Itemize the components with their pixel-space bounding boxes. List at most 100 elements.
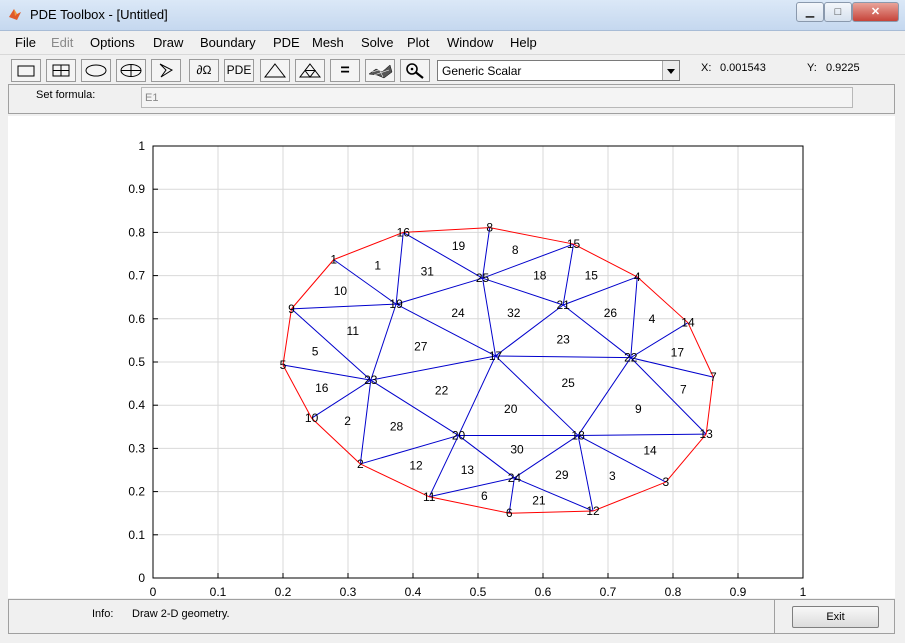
mesh-edge xyxy=(395,232,404,305)
triangle-label: 32 xyxy=(507,306,521,320)
ellipse-centered-icon xyxy=(120,64,142,77)
draw-ellipse-button[interactable] xyxy=(81,59,111,82)
y-tick-label: 0.8 xyxy=(128,225,145,239)
draw-ellipse-centered-button[interactable] xyxy=(116,59,146,82)
exit-button[interactable]: Exit xyxy=(792,606,879,628)
boundary-edge[interactable] xyxy=(665,433,707,483)
boundary-edge[interactable] xyxy=(291,259,335,310)
triangle-label: 9 xyxy=(635,402,642,416)
set-formula-input[interactable]: E1 xyxy=(141,87,853,108)
triangle-label: 20 xyxy=(504,402,518,416)
node-label: 6 xyxy=(506,506,513,520)
node-label: 13 xyxy=(699,427,713,441)
x-tick-label: 0.1 xyxy=(210,585,227,598)
triangle-label: 1 xyxy=(374,258,381,272)
menu-plot[interactable]: Plot xyxy=(407,35,430,50)
y-tick-label: 0.3 xyxy=(128,441,145,455)
triangle-label: 28 xyxy=(390,420,404,434)
x-tick-label: 0.9 xyxy=(730,585,747,598)
triangle-label: 29 xyxy=(555,468,569,482)
init-mesh-button[interactable] xyxy=(260,59,290,82)
boundary-edge[interactable] xyxy=(573,243,638,278)
node-label: 9 xyxy=(288,302,295,316)
boundary-mode-button[interactable]: ∂Ω xyxy=(189,59,219,82)
triangle-label: 10 xyxy=(334,284,348,298)
y-coordinate-label: Y: xyxy=(807,62,817,74)
mesh-edge xyxy=(514,477,594,512)
triangle-label: 26 xyxy=(604,306,618,320)
pde-label: PDE xyxy=(226,63,252,77)
boundary-edge[interactable] xyxy=(429,496,510,514)
boundary-edge[interactable] xyxy=(636,276,689,324)
y-tick-label: 0 xyxy=(138,571,145,585)
application-mode-select[interactable]: Generic Scalar xyxy=(437,60,680,81)
maximize-button[interactable]: □ xyxy=(824,2,852,22)
boundary-edge[interactable] xyxy=(705,377,714,435)
x-tick-labels: 0 0.1 0.2 0.3 0.4 0.5 0.6 0.7 0.8 0.9 1 xyxy=(150,573,807,599)
node-label: 3 xyxy=(663,475,670,489)
y-coordinate-value: 0.9225 xyxy=(826,62,860,74)
boundary-edges xyxy=(282,227,714,514)
boundary-edge[interactable] xyxy=(360,463,430,498)
draw-rectangle-button[interactable] xyxy=(11,59,41,82)
plot-solution-button[interactable] xyxy=(365,59,395,82)
boundary-edge[interactable] xyxy=(282,308,292,366)
minimize-button[interactable]: ▁ xyxy=(796,2,824,22)
refine-mesh-icon xyxy=(298,63,322,78)
chevron-down-icon xyxy=(667,69,675,74)
triangle-label: 22 xyxy=(435,384,449,398)
triangle-label: 16 xyxy=(315,381,329,395)
menu-solve[interactable]: Solve xyxy=(361,35,394,50)
mesh-edge xyxy=(482,243,574,279)
info-text: Draw 2-D geometry. xyxy=(132,608,230,620)
menu-pde[interactable]: PDE xyxy=(273,35,300,50)
menu-file[interactable]: File xyxy=(15,35,36,50)
title-bar[interactable]: PDE Toolbox - [Untitled] ▁ □ ✕ xyxy=(0,0,905,31)
pde-specification-button[interactable]: PDE xyxy=(224,59,254,82)
boundary-edge[interactable] xyxy=(687,322,714,378)
mesh-edge xyxy=(630,276,638,358)
mesh-edge xyxy=(311,379,372,419)
mesh-edge xyxy=(395,303,496,357)
draw-polygon-button[interactable] xyxy=(151,59,181,82)
y-tick-label: 0.2 xyxy=(128,485,145,499)
x-tick-label: 0.8 xyxy=(665,585,682,598)
y-tick-labels: 0 0.1 0.2 0.3 0.4 0.5 0.6 0.7 0.8 0.9 1 xyxy=(128,139,158,585)
menu-mesh[interactable]: Mesh xyxy=(312,35,344,50)
mesh-edge xyxy=(578,433,707,436)
boundary-edge[interactable] xyxy=(592,481,667,512)
triangle-label: 31 xyxy=(421,265,435,279)
menu-boundary[interactable]: Boundary xyxy=(200,35,256,50)
draw-rectangle-centered-button[interactable] xyxy=(46,59,76,82)
node-label: 17 xyxy=(489,349,503,363)
menu-options[interactable]: Options xyxy=(90,35,135,50)
boundary-edge[interactable] xyxy=(509,510,594,514)
triangle-label: 18 xyxy=(533,269,547,283)
solve-pde-button[interactable]: = xyxy=(330,59,360,82)
menu-help[interactable]: Help xyxy=(510,35,537,50)
triangle-label: 5 xyxy=(312,344,319,358)
zoom-button[interactable] xyxy=(400,59,430,82)
node-label: 24 xyxy=(508,471,522,485)
mesh-triangle-edges xyxy=(282,227,714,514)
mesh-edge xyxy=(508,477,515,514)
y-tick-label: 0.1 xyxy=(128,528,145,542)
boundary-edge[interactable] xyxy=(333,231,404,261)
triangle-label: 25 xyxy=(561,376,575,390)
boundary-edge[interactable] xyxy=(282,364,313,419)
boundary-edge[interactable] xyxy=(489,227,574,245)
menu-draw[interactable]: Draw xyxy=(153,35,184,50)
geometry-canvas[interactable]: 1 2 3 4 5 6 7 8 9 10 11 12 13 14 15 16 17 18 19 20 21 22 23 24 2… xyxy=(8,116,895,599)
dropdown-arrow-button[interactable] xyxy=(662,61,679,80)
boundary-edge[interactable] xyxy=(403,227,490,233)
menu-window[interactable]: Window xyxy=(447,35,494,50)
mesh-edge xyxy=(291,308,372,381)
close-button[interactable]: ✕ xyxy=(852,2,899,22)
triangle-label: 11 xyxy=(347,324,360,338)
boundary-edge[interactable] xyxy=(311,417,361,465)
mesh-edge xyxy=(630,357,714,378)
refine-mesh-button[interactable] xyxy=(295,59,325,82)
triangle-label: 14 xyxy=(643,444,657,458)
node-label: 23 xyxy=(364,373,378,387)
